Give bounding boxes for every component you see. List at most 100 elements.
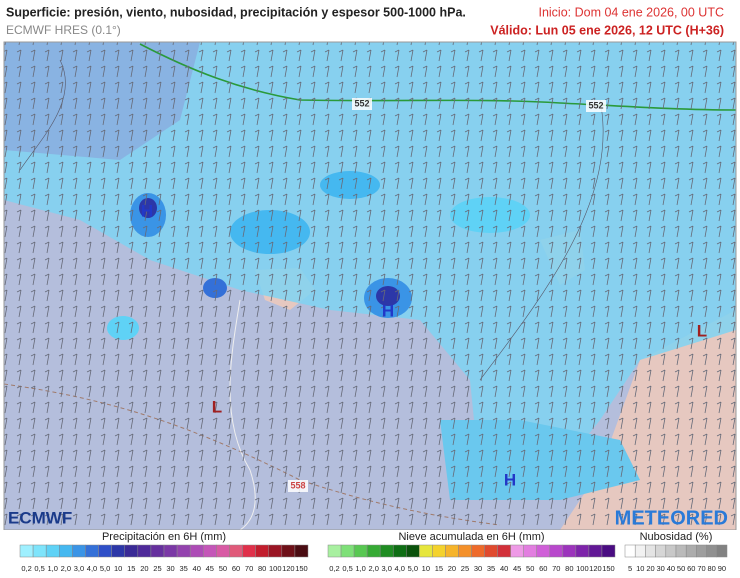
- legend-swatch: [268, 544, 283, 558]
- legend-swatch: [340, 544, 355, 558]
- legend-label: 10: [636, 564, 644, 573]
- legend-swatch: [665, 544, 677, 558]
- legend-label: 30: [474, 564, 482, 573]
- pressure-center: H: [382, 301, 394, 320]
- legend-swatch: [510, 544, 524, 558]
- legend-swatch: [229, 544, 243, 558]
- legend-label: 5,0: [100, 564, 110, 573]
- legend-swatch: [536, 544, 551, 558]
- legend-label: 45: [206, 564, 214, 573]
- legend-swatch: [45, 544, 60, 558]
- legend-label: 50: [219, 564, 227, 573]
- contour-label: 552: [588, 100, 603, 110]
- legend-title: Nubosidad (%): [640, 531, 713, 543]
- legend-label: 80: [708, 564, 716, 573]
- legend-label: 25: [153, 564, 161, 573]
- legend-swatch: [59, 544, 73, 558]
- legend-label: 80: [258, 564, 266, 573]
- contour-label: 558: [290, 480, 305, 490]
- legend-swatch: [706, 544, 718, 558]
- legend-swatch: [562, 544, 577, 558]
- legend-label: 60: [232, 564, 240, 573]
- legend-swatch: [624, 544, 636, 558]
- legend-label: 1,0: [355, 564, 365, 573]
- legend-swatch: [445, 544, 459, 558]
- legend-swatch: [294, 544, 309, 558]
- title: Superficie: presión, viento, nubosidad, …: [6, 5, 466, 19]
- legend-label: 70: [245, 564, 253, 573]
- legend-label: 70: [697, 564, 705, 573]
- legend-label: 10: [114, 564, 122, 573]
- model: ECMWF HRES (0.1°): [6, 23, 121, 37]
- legend-label: 40: [500, 564, 508, 573]
- legend-swatch: [634, 544, 646, 558]
- logo-ecmwf: ECMWF: [8, 508, 72, 527]
- legend-swatch: [111, 544, 125, 558]
- pressure-center: L: [212, 397, 222, 416]
- legend-label: 0,2: [329, 564, 339, 573]
- legend-label: 5,0: [408, 564, 418, 573]
- legend-label: 100: [269, 564, 282, 573]
- legend-label: 50: [677, 564, 685, 573]
- pressure-center: L: [697, 321, 707, 340]
- legend-swatch: [72, 544, 86, 558]
- legend-swatch: [392, 544, 407, 558]
- legend-label: 0,2: [21, 564, 31, 573]
- legend-label: 45: [513, 564, 521, 573]
- legend-swatch: [432, 544, 446, 558]
- legend-label: 20: [646, 564, 654, 573]
- legend-label: 30: [657, 564, 665, 573]
- legend-swatch: [124, 544, 139, 558]
- wind-barbs: [4, 42, 736, 530]
- legend-label: 50: [526, 564, 534, 573]
- legend-swatch: [655, 544, 667, 558]
- legend-label: 5: [628, 564, 632, 573]
- legend-swatch: [281, 544, 296, 558]
- legend-swatch: [216, 544, 230, 558]
- legend-swatch: [458, 544, 472, 558]
- legend-swatch: [419, 544, 433, 558]
- legend-swatch: [189, 544, 204, 558]
- legend-label: 2,0: [61, 564, 71, 573]
- legend-label: 3,0: [74, 564, 84, 573]
- legend-swatch: [353, 544, 368, 558]
- legends: Precipitación en 6H (mm)0,2 0,5 1,0 2,0 3,0 4…: [19, 531, 728, 573]
- legend-swatch: [379, 544, 394, 558]
- legend-swatch: [575, 544, 590, 558]
- legend-label: 80: [565, 564, 573, 573]
- legend-label: 0,5: [342, 564, 352, 573]
- legend-label: 150: [295, 564, 308, 573]
- legend-swatch: [327, 544, 342, 558]
- legend-swatch: [255, 544, 269, 558]
- pressure-center: H: [504, 470, 516, 489]
- legend-label: 40: [667, 564, 675, 573]
- legend-label: 10: [422, 564, 430, 573]
- legend-swatch: [32, 544, 47, 558]
- legend-swatch: [497, 544, 511, 558]
- legend-label: 15: [127, 564, 135, 573]
- legend-label: 0,5: [34, 564, 44, 573]
- legend-label: 3,0: [381, 564, 391, 573]
- legend-label: 25: [461, 564, 469, 573]
- legend-label: 4,0: [87, 564, 97, 573]
- label-box: [586, 100, 606, 112]
- legend-label: 35: [179, 564, 187, 573]
- legend-swatch: [176, 544, 191, 558]
- legend-title: Precipitación en 6H (mm): [102, 531, 226, 543]
- legend-swatch: [19, 544, 34, 558]
- valid-time: Válido: Lun 05 ene 2026, 12 UTC (H+36): [490, 23, 724, 37]
- legend-swatch: [685, 544, 697, 558]
- legend-swatch: [471, 544, 485, 558]
- label-box: [352, 98, 372, 110]
- legend-swatch: [98, 544, 112, 558]
- legend-label: 35: [487, 564, 495, 573]
- legend-label: 60: [687, 564, 695, 573]
- legend-label: 30: [166, 564, 174, 573]
- legend-swatch: [163, 544, 178, 558]
- legend-label: 60: [539, 564, 547, 573]
- legend-label: 70: [552, 564, 560, 573]
- legend-swatch: [716, 544, 728, 558]
- legend-label: 4,0: [395, 564, 405, 573]
